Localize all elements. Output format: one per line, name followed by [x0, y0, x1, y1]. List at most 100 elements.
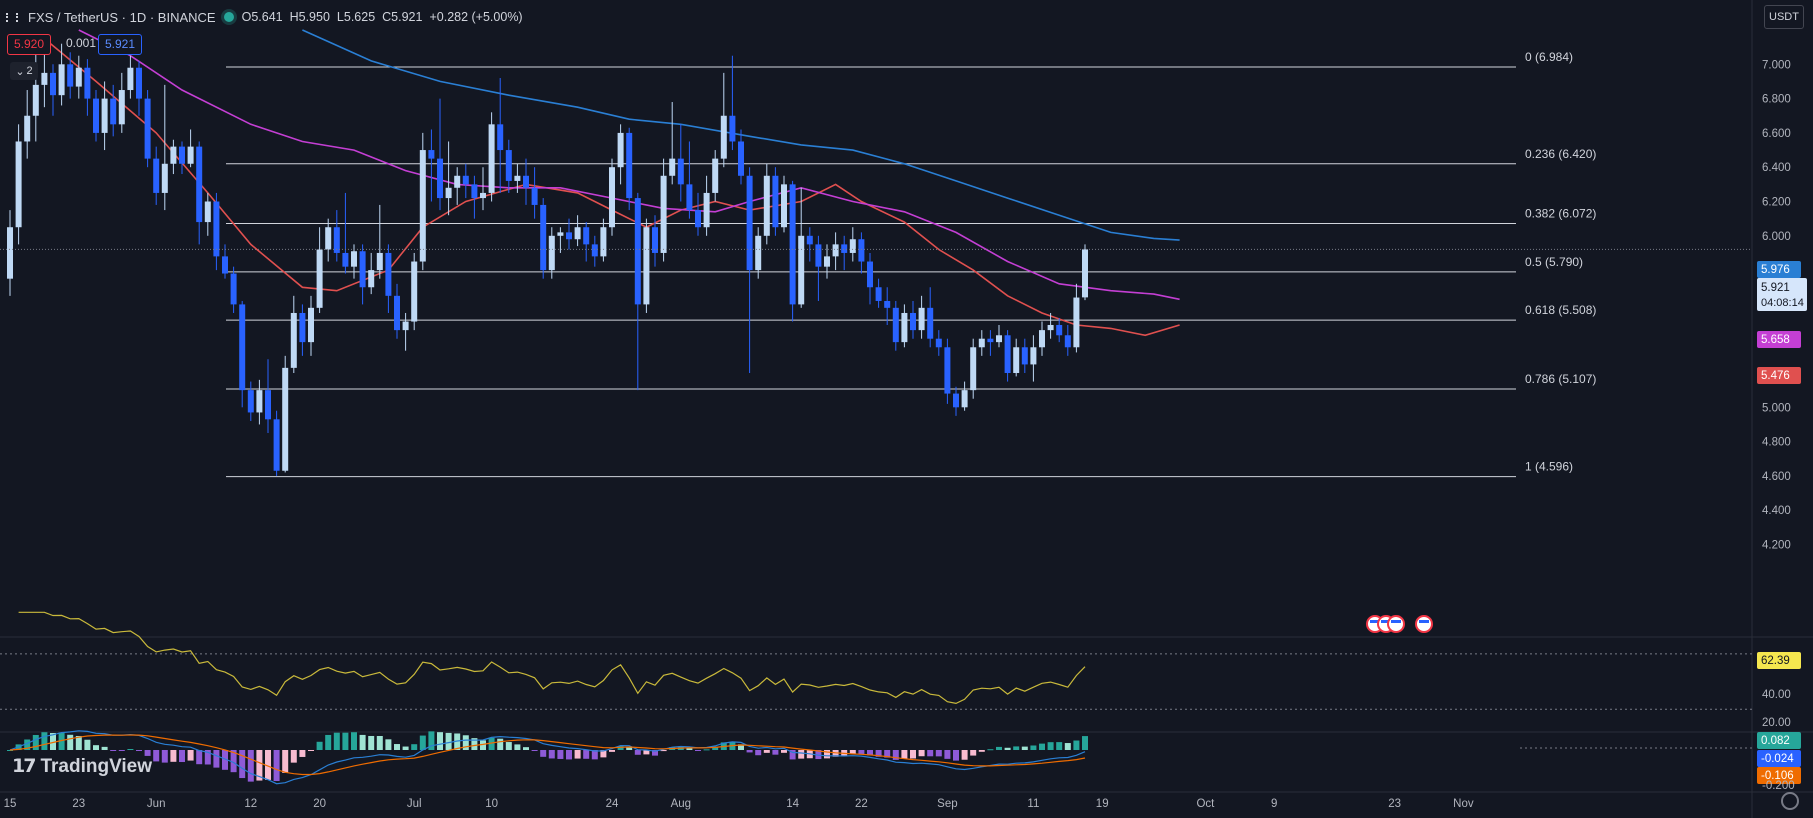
candle-body — [1082, 249, 1088, 298]
macd-line-tag-bg — [1757, 750, 1801, 767]
rsi-pane[interactable] — [0, 611, 1752, 710]
macd-histogram-bar — [1073, 740, 1080, 750]
time-tick-label: 11 — [1027, 798, 1039, 810]
candle-body — [247, 390, 254, 413]
macd-histogram-bar — [1013, 746, 1020, 750]
candle-body — [1030, 347, 1037, 365]
grid-icon — [6, 12, 18, 22]
indicators-toggle-button[interactable]: ⌄ 2 — [10, 62, 38, 80]
candle-body — [987, 338, 994, 343]
candle-body — [1039, 330, 1045, 348]
macd-histogram-bar — [462, 735, 469, 750]
macd-histogram-bar — [531, 750, 538, 751]
macd-histogram-bar — [282, 750, 289, 773]
price-tick-label: 4.800 — [1762, 437, 1791, 449]
candle-body — [454, 175, 461, 188]
economic-events[interactable] — [1366, 615, 1433, 633]
symbol-title[interactable]: FXS / TetherUS · 1D · BINANCE — [28, 9, 216, 25]
candle-body — [720, 115, 727, 159]
symbol-header[interactable]: FXS / TetherUS · 1D · BINANCE O5.641 H5.… — [6, 8, 523, 26]
time-tick-label: 23 — [1388, 798, 1401, 810]
chevron-down-icon: ⌄ — [15, 65, 25, 78]
macd-histogram-bar — [419, 735, 426, 750]
candle-body — [488, 124, 495, 193]
time-tick-label: 23 — [72, 798, 85, 810]
fib-level-label: 1 (4.596) — [1525, 460, 1573, 474]
price-axis[interactable]: 7.0006.8006.6006.4006.2006.0005.8005.600… — [1520, 59, 1807, 792]
candle-body — [282, 367, 289, 471]
last-price-tag-bg — [1757, 278, 1807, 311]
fibonacci-retracement[interactable]: 0 (6.984) 0.236 (6.420) 0.382 (6.072) 0.5 (… — [226, 50, 1596, 478]
macd-histogram-bar — [247, 750, 254, 782]
candle-body — [394, 295, 400, 331]
candle-body — [222, 256, 228, 274]
macd-histogram-bar — [351, 732, 357, 750]
candle-body — [1073, 297, 1080, 348]
candle-body — [462, 175, 469, 185]
time-tick-label: Sep — [937, 798, 957, 810]
time-axis[interactable]: 15 23 Jun 12 20 Jul 10 24 Aug 14 22 Sep 11 19 Oct 9 23 No… — [0, 791, 1813, 810]
macd-histogram-bar — [996, 746, 1002, 750]
tradingview-logo-icon: 𝟭𝟳 — [12, 756, 36, 777]
macd-histogram-bar — [600, 750, 607, 758]
macd-histogram-bar — [514, 744, 521, 750]
currency-button[interactable]: USDT — [1764, 5, 1804, 29]
candle-body — [798, 235, 805, 305]
macd-line-tag: -0.024 — [1761, 753, 1794, 765]
macd-histogram-bar — [875, 750, 882, 757]
candle-body — [161, 163, 168, 193]
macd-histogram-bar — [196, 750, 203, 765]
candle-body — [24, 115, 31, 142]
macd-histogram-bar — [1047, 742, 1054, 750]
us-flag-icon — [1387, 615, 1405, 633]
candle-body — [1064, 335, 1071, 348]
candlesticks[interactable] — [0, 43, 1752, 476]
candle-body — [703, 192, 710, 228]
time-tick-label: Jul — [407, 798, 422, 810]
macd-histogram-bar — [127, 749, 134, 751]
macd-histogram-bar — [858, 750, 865, 754]
tradingview-logo[interactable]: 𝟭𝟳 TradingView — [12, 755, 152, 778]
macd-histogram-bar — [1064, 743, 1071, 750]
candle-body — [910, 312, 916, 331]
macd-histogram-bar — [566, 750, 572, 760]
candle-body — [557, 232, 564, 236]
time-tick-label: 12 — [244, 798, 257, 810]
macd-histogram-bar — [161, 750, 168, 763]
candle-body — [875, 287, 882, 301]
macd-histogram-bar — [591, 750, 598, 760]
macd-histogram-bar — [308, 750, 314, 751]
macd-histogram-bar — [660, 750, 667, 752]
macd-histogram-bar — [944, 750, 951, 759]
candle-body — [118, 90, 125, 125]
macd-histogram-bar — [32, 734, 39, 750]
macd-pane[interactable] — [7, 730, 1088, 785]
candle-body — [781, 184, 787, 228]
macd-histogram-bar — [144, 750, 151, 756]
candle-body — [901, 312, 908, 343]
candle-body — [970, 347, 977, 391]
candle-body — [136, 67, 142, 99]
candle-body — [299, 312, 306, 343]
macd-histogram-bar — [7, 750, 13, 751]
candle-body — [514, 175, 521, 181]
settings-icon[interactable] — [1781, 792, 1799, 810]
candle-body — [7, 227, 13, 279]
macd-histogram-bar — [359, 734, 366, 750]
macd-histogram-bar — [849, 750, 856, 754]
fib-level-label: 0.5 (5.790) — [1525, 255, 1583, 269]
candle-body — [824, 256, 830, 267]
candle-body — [239, 304, 246, 391]
macd-histogram-bar — [41, 732, 48, 750]
ma-line — [302, 29, 1180, 241]
time-tick-label: 20 — [313, 798, 326, 810]
candle-body — [265, 390, 271, 420]
macd-line — [9, 730, 1086, 785]
sell-button[interactable]: 5.920 — [7, 34, 52, 55]
candle-body — [471, 184, 478, 199]
macd-histogram-bar — [1021, 746, 1028, 750]
buy-button[interactable]: 5.921 — [98, 34, 143, 55]
macd-histogram-bar — [256, 750, 263, 781]
us-flag-icon — [1415, 615, 1433, 633]
